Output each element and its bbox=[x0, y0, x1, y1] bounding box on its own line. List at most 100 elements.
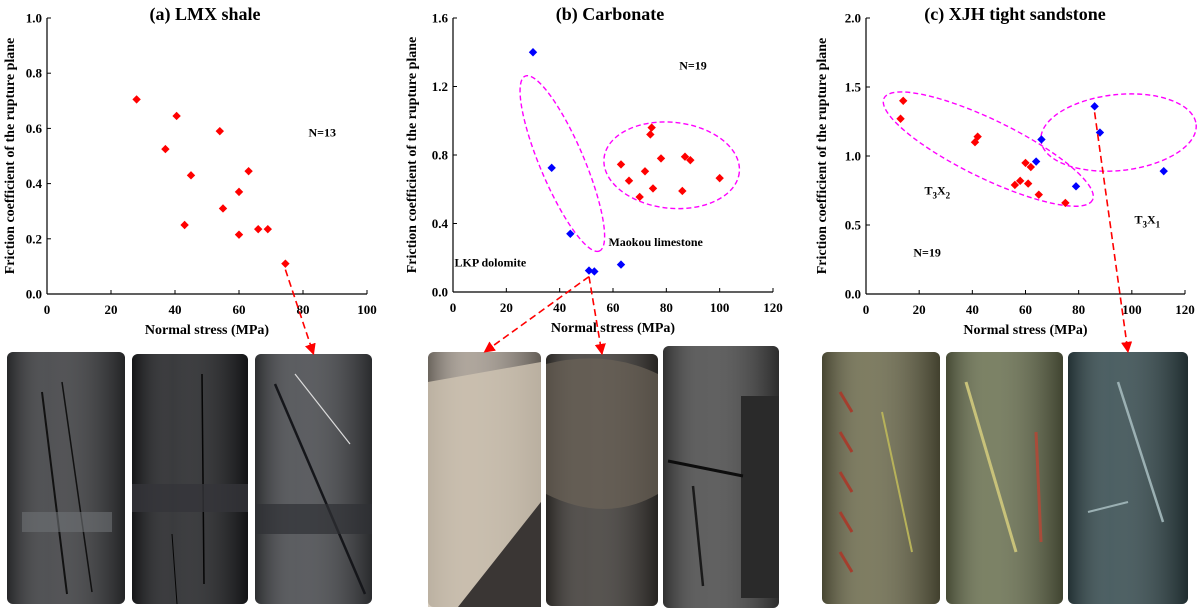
core-shading bbox=[132, 354, 248, 604]
data-point bbox=[635, 192, 644, 202]
y-tick-label: 0.4 bbox=[26, 176, 43, 191]
x-tick-label: 60 bbox=[607, 300, 620, 315]
x-tick-label: 0 bbox=[44, 302, 51, 317]
data-point bbox=[680, 152, 690, 161]
data-point bbox=[896, 114, 905, 123]
arrows bbox=[284, 112, 1133, 356]
callout-arrow bbox=[1093, 112, 1133, 354]
y-tick-label: 1.2 bbox=[432, 79, 448, 94]
core-shading bbox=[1068, 352, 1188, 604]
group-label-part: 2 bbox=[946, 191, 951, 201]
data-point bbox=[1026, 162, 1036, 172]
x-tick-label: 100 bbox=[1122, 302, 1142, 317]
chart-annotation: N=19 bbox=[913, 246, 941, 260]
data-point bbox=[161, 144, 170, 154]
y-tick-label: 0.6 bbox=[26, 121, 43, 136]
data-point bbox=[647, 123, 656, 132]
core-fragment bbox=[546, 358, 658, 509]
core-shading bbox=[946, 352, 1063, 604]
data-point bbox=[180, 220, 189, 230]
core-fracture bbox=[1087, 501, 1129, 513]
data-point bbox=[715, 173, 724, 183]
group-label-part: X bbox=[1147, 213, 1156, 227]
group-label: T3X2 bbox=[924, 184, 950, 201]
y-tick-label: 1.5 bbox=[845, 80, 862, 95]
x-axis-label: Normal stress (MPa) bbox=[145, 323, 269, 338]
chart-annotation: N=19 bbox=[679, 58, 707, 72]
x-tick-label: 60 bbox=[233, 302, 246, 317]
core-fracture bbox=[1116, 381, 1165, 523]
data-point bbox=[244, 166, 253, 176]
data-point bbox=[1095, 128, 1105, 137]
group-label-part: T bbox=[1134, 213, 1142, 227]
data-point bbox=[566, 229, 575, 238]
core-fracture bbox=[667, 459, 744, 478]
core-fracture bbox=[881, 411, 913, 553]
x-tick-label: 40 bbox=[553, 300, 566, 315]
data-point bbox=[1034, 190, 1043, 199]
data-point bbox=[970, 138, 980, 147]
y-tick-label: 0.8 bbox=[432, 148, 449, 163]
x-tick-label: 100 bbox=[357, 302, 377, 317]
group-label-part: 3 bbox=[1143, 220, 1148, 230]
group-label-part: 1 bbox=[1156, 220, 1161, 230]
x-tick-label: 80 bbox=[1072, 302, 1085, 317]
data-point bbox=[1031, 157, 1041, 166]
core-fracture bbox=[294, 373, 351, 445]
chart-panel-b: (b) Carbonate 0 20 40 60 80 100 120 0.0 0.4 0.8 1.2… bbox=[405, 4, 783, 336]
core-fragment bbox=[741, 396, 779, 598]
data-point bbox=[640, 167, 650, 176]
x-tick-label: 40 bbox=[966, 302, 979, 317]
data-point bbox=[686, 155, 695, 165]
data-point bbox=[528, 48, 538, 57]
y-tick-label: 1.6 bbox=[432, 11, 449, 26]
y-axis-label: Friction coefficient of the rupture plan… bbox=[815, 38, 830, 275]
callout-arrow bbox=[588, 276, 606, 356]
x-tick-label: 120 bbox=[1175, 302, 1195, 317]
x-tick-label: 20 bbox=[105, 302, 118, 317]
limestone-core-photo bbox=[546, 354, 658, 606]
shale-core-3-photo bbox=[255, 354, 372, 604]
sandstone-core-3-photo bbox=[1068, 352, 1188, 604]
core-shading bbox=[7, 352, 125, 604]
data-point bbox=[1023, 179, 1033, 188]
x-tick-label: 120 bbox=[763, 300, 783, 315]
core-band bbox=[22, 512, 112, 532]
core-fracture bbox=[41, 391, 68, 595]
chart-annotation: N=13 bbox=[308, 126, 336, 140]
sandstone-core-1-photo bbox=[822, 352, 940, 604]
core-fragment bbox=[458, 502, 541, 607]
x-axis-label: Normal stress (MPa) bbox=[551, 321, 675, 336]
data-point bbox=[1159, 166, 1168, 176]
data-point bbox=[234, 230, 244, 239]
x-tick-label: 20 bbox=[500, 300, 513, 315]
y-tick-label: 1.0 bbox=[26, 11, 42, 26]
x-tick-label: 0 bbox=[450, 300, 457, 315]
x-axis-label: Normal stress (MPa) bbox=[963, 323, 1087, 338]
data-point bbox=[616, 160, 626, 169]
core-fracture bbox=[273, 383, 367, 595]
data-point bbox=[254, 224, 263, 234]
dolomite-core-photo bbox=[428, 352, 541, 607]
core-fracture bbox=[61, 381, 93, 593]
callout-arrow bbox=[284, 269, 316, 356]
x-tick-label: 80 bbox=[660, 300, 673, 315]
data-point bbox=[1010, 180, 1020, 190]
sandstone-core-2-photo bbox=[946, 352, 1063, 604]
chart-title: (a) LMX shale bbox=[150, 4, 261, 25]
chart-annotation: Maokou limestone bbox=[608, 235, 703, 249]
shale-core-2-photo bbox=[132, 354, 248, 605]
core-fracture bbox=[964, 381, 1018, 553]
core-fracture bbox=[171, 533, 178, 605]
data-point bbox=[218, 204, 228, 213]
data-point bbox=[1037, 135, 1046, 144]
chart-title: (b) Carbonate bbox=[556, 4, 665, 25]
data-point bbox=[1071, 182, 1081, 191]
data-point bbox=[590, 267, 599, 276]
chart-annotation: LKP dolomite bbox=[454, 255, 526, 269]
data-point bbox=[186, 171, 196, 180]
data-point bbox=[1015, 176, 1025, 186]
group-ellipse bbox=[519, 74, 606, 253]
chart-panel-c: (c) XJH tight sandstone 0 20 40 60 80 100 120 0.… bbox=[815, 4, 1197, 338]
